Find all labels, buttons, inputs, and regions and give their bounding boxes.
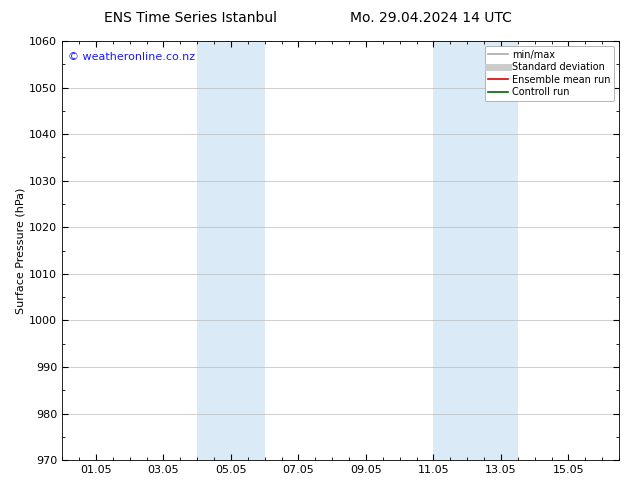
Text: © weatheronline.co.nz: © weatheronline.co.nz bbox=[68, 51, 195, 62]
Text: ENS Time Series Istanbul: ENS Time Series Istanbul bbox=[104, 11, 276, 25]
Legend: min/max, Standard deviation, Ensemble mean run, Controll run: min/max, Standard deviation, Ensemble me… bbox=[484, 46, 614, 101]
Bar bbox=[197, 41, 264, 460]
Bar bbox=[434, 41, 518, 460]
Y-axis label: Surface Pressure (hPa): Surface Pressure (hPa) bbox=[15, 187, 25, 314]
Text: Mo. 29.04.2024 14 UTC: Mo. 29.04.2024 14 UTC bbox=[350, 11, 512, 25]
